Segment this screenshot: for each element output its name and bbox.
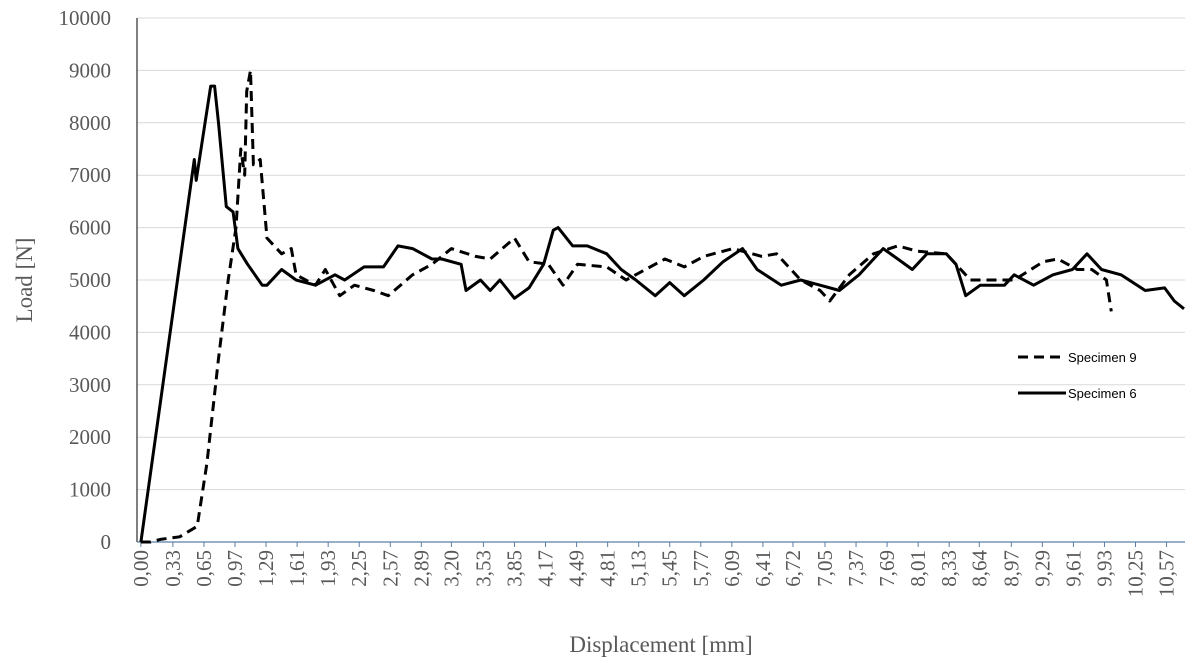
- x-tick-label: 2,57: [378, 550, 402, 587]
- x-tick-label: 6,41: [751, 550, 775, 587]
- x-tick-label: 1,93: [316, 550, 340, 587]
- x-tick-label: 2,25: [347, 550, 371, 587]
- series-line: [139, 84, 1185, 543]
- y-tick-label: 2000: [69, 425, 111, 449]
- x-tick-label: 6,09: [720, 550, 744, 587]
- x-tick-label: 3,20: [439, 550, 463, 587]
- x-tick-label: 3,53: [471, 550, 495, 587]
- x-tick-label: 7,05: [813, 550, 837, 587]
- x-tick-label: 9,93: [1092, 550, 1116, 587]
- x-tick-label: 9,61: [1061, 550, 1085, 587]
- x-tick-label: 10,25: [1124, 550, 1148, 597]
- y-axis-title: Load [N]: [12, 238, 37, 323]
- x-tick-label: 8,33: [937, 550, 961, 587]
- x-tick-label: 3,85: [502, 550, 526, 587]
- x-tick-label: 6,72: [781, 550, 805, 587]
- x-tick-label: 5,77: [689, 550, 713, 587]
- x-tick-label: 10,57: [1155, 550, 1179, 597]
- x-tick-label: 7,37: [844, 550, 868, 587]
- y-tick-label: 1000: [69, 478, 111, 502]
- legend-label: Specimen 6: [1068, 386, 1137, 401]
- y-tick-label: 3000: [69, 373, 111, 397]
- x-tick-label: 7,69: [875, 550, 899, 587]
- y-tick-label: 6000: [69, 216, 111, 240]
- x-tick-label: 5,13: [627, 550, 651, 587]
- x-tick-label: 0,65: [192, 550, 216, 587]
- y-tick-label: 9000: [69, 58, 111, 82]
- x-tick-label: 0,97: [223, 550, 247, 587]
- x-tick-label: 5,45: [658, 550, 682, 587]
- x-tick-label: 4,81: [596, 550, 620, 587]
- x-tick-label: 0,33: [161, 550, 185, 587]
- y-tick-label: 0: [101, 530, 112, 554]
- series-line: [140, 68, 1113, 544]
- x-tick-label: 4,49: [565, 550, 589, 587]
- y-tick-label: 7000: [69, 163, 111, 187]
- x-tick-label: 4,17: [534, 550, 558, 587]
- legend-label: Specimen 9: [1068, 350, 1137, 365]
- x-tick-label: 9,29: [1030, 550, 1054, 587]
- y-tick-label: 8000: [69, 111, 111, 135]
- x-tick-label: 8,97: [999, 550, 1023, 587]
- y-tick-label: 4000: [69, 320, 111, 344]
- x-tick-label: 1,61: [285, 550, 309, 587]
- x-tick-label: 0,00: [129, 550, 153, 587]
- x-tick-label: 8,01: [906, 550, 930, 587]
- x-tick-label: 2,89: [409, 550, 433, 587]
- x-tick-label: 1,29: [254, 550, 278, 587]
- x-tick-label: 8,64: [967, 550, 991, 587]
- x-axis-title: Displacement [mm]: [569, 632, 752, 657]
- y-tick-label: 10000: [59, 6, 112, 30]
- y-tick-label: 5000: [69, 268, 111, 292]
